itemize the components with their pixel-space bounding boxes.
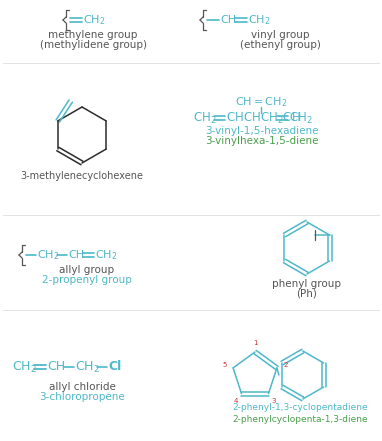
- Text: Cl: Cl: [108, 360, 121, 374]
- Text: CH$_2$: CH$_2$: [83, 13, 105, 27]
- Text: CH$_2$: CH$_2$: [95, 248, 117, 262]
- Text: CH: CH: [68, 250, 84, 260]
- Text: CH$_2$: CH$_2$: [289, 110, 312, 126]
- Text: 3-methylenecyclohexene: 3-methylenecyclohexene: [21, 171, 144, 181]
- Text: (Ph): (Ph): [296, 289, 317, 299]
- Text: CH$_2$: CH$_2$: [12, 359, 37, 374]
- Text: CH$=$CH$_2$: CH$=$CH$_2$: [235, 95, 287, 109]
- Text: CHCHCH$_2$CH: CHCHCH$_2$CH: [226, 110, 301, 126]
- Text: 3-chloropropene: 3-chloropropene: [39, 392, 125, 402]
- Text: methylene group: methylene group: [48, 30, 138, 40]
- Text: 2: 2: [283, 362, 288, 368]
- Text: (methylidene group): (methylidene group): [39, 40, 147, 50]
- Text: CH: CH: [47, 360, 65, 374]
- Text: 4: 4: [234, 398, 238, 404]
- Text: CH$_2$: CH$_2$: [37, 248, 59, 262]
- Text: CH: CH: [220, 15, 236, 25]
- Text: 2-phenylcyclopenta-1,3-diene: 2-phenylcyclopenta-1,3-diene: [232, 415, 368, 423]
- Text: 3: 3: [272, 398, 276, 404]
- Text: phenyl group: phenyl group: [272, 279, 342, 289]
- Text: 3-vinyl-1,5-hexadiene: 3-vinyl-1,5-hexadiene: [205, 126, 319, 136]
- Text: allyl chloride: allyl chloride: [49, 382, 115, 392]
- Text: 5: 5: [222, 362, 227, 368]
- Text: vinyl group: vinyl group: [251, 30, 309, 40]
- Text: 1: 1: [253, 340, 257, 346]
- Text: (ethenyl group): (ethenyl group): [240, 40, 320, 50]
- Text: allyl group: allyl group: [60, 265, 115, 275]
- Text: 3-vinylhexa-1,5-diene: 3-vinylhexa-1,5-diene: [205, 136, 319, 146]
- Text: 2-phenyl-1,3-cyclopentadiene: 2-phenyl-1,3-cyclopentadiene: [232, 404, 368, 412]
- Text: CH$_2$: CH$_2$: [75, 359, 100, 374]
- Text: CH$_2$: CH$_2$: [248, 13, 270, 27]
- Text: CH$_2$: CH$_2$: [193, 110, 217, 126]
- Text: 2-propenyl group: 2-propenyl group: [42, 275, 132, 285]
